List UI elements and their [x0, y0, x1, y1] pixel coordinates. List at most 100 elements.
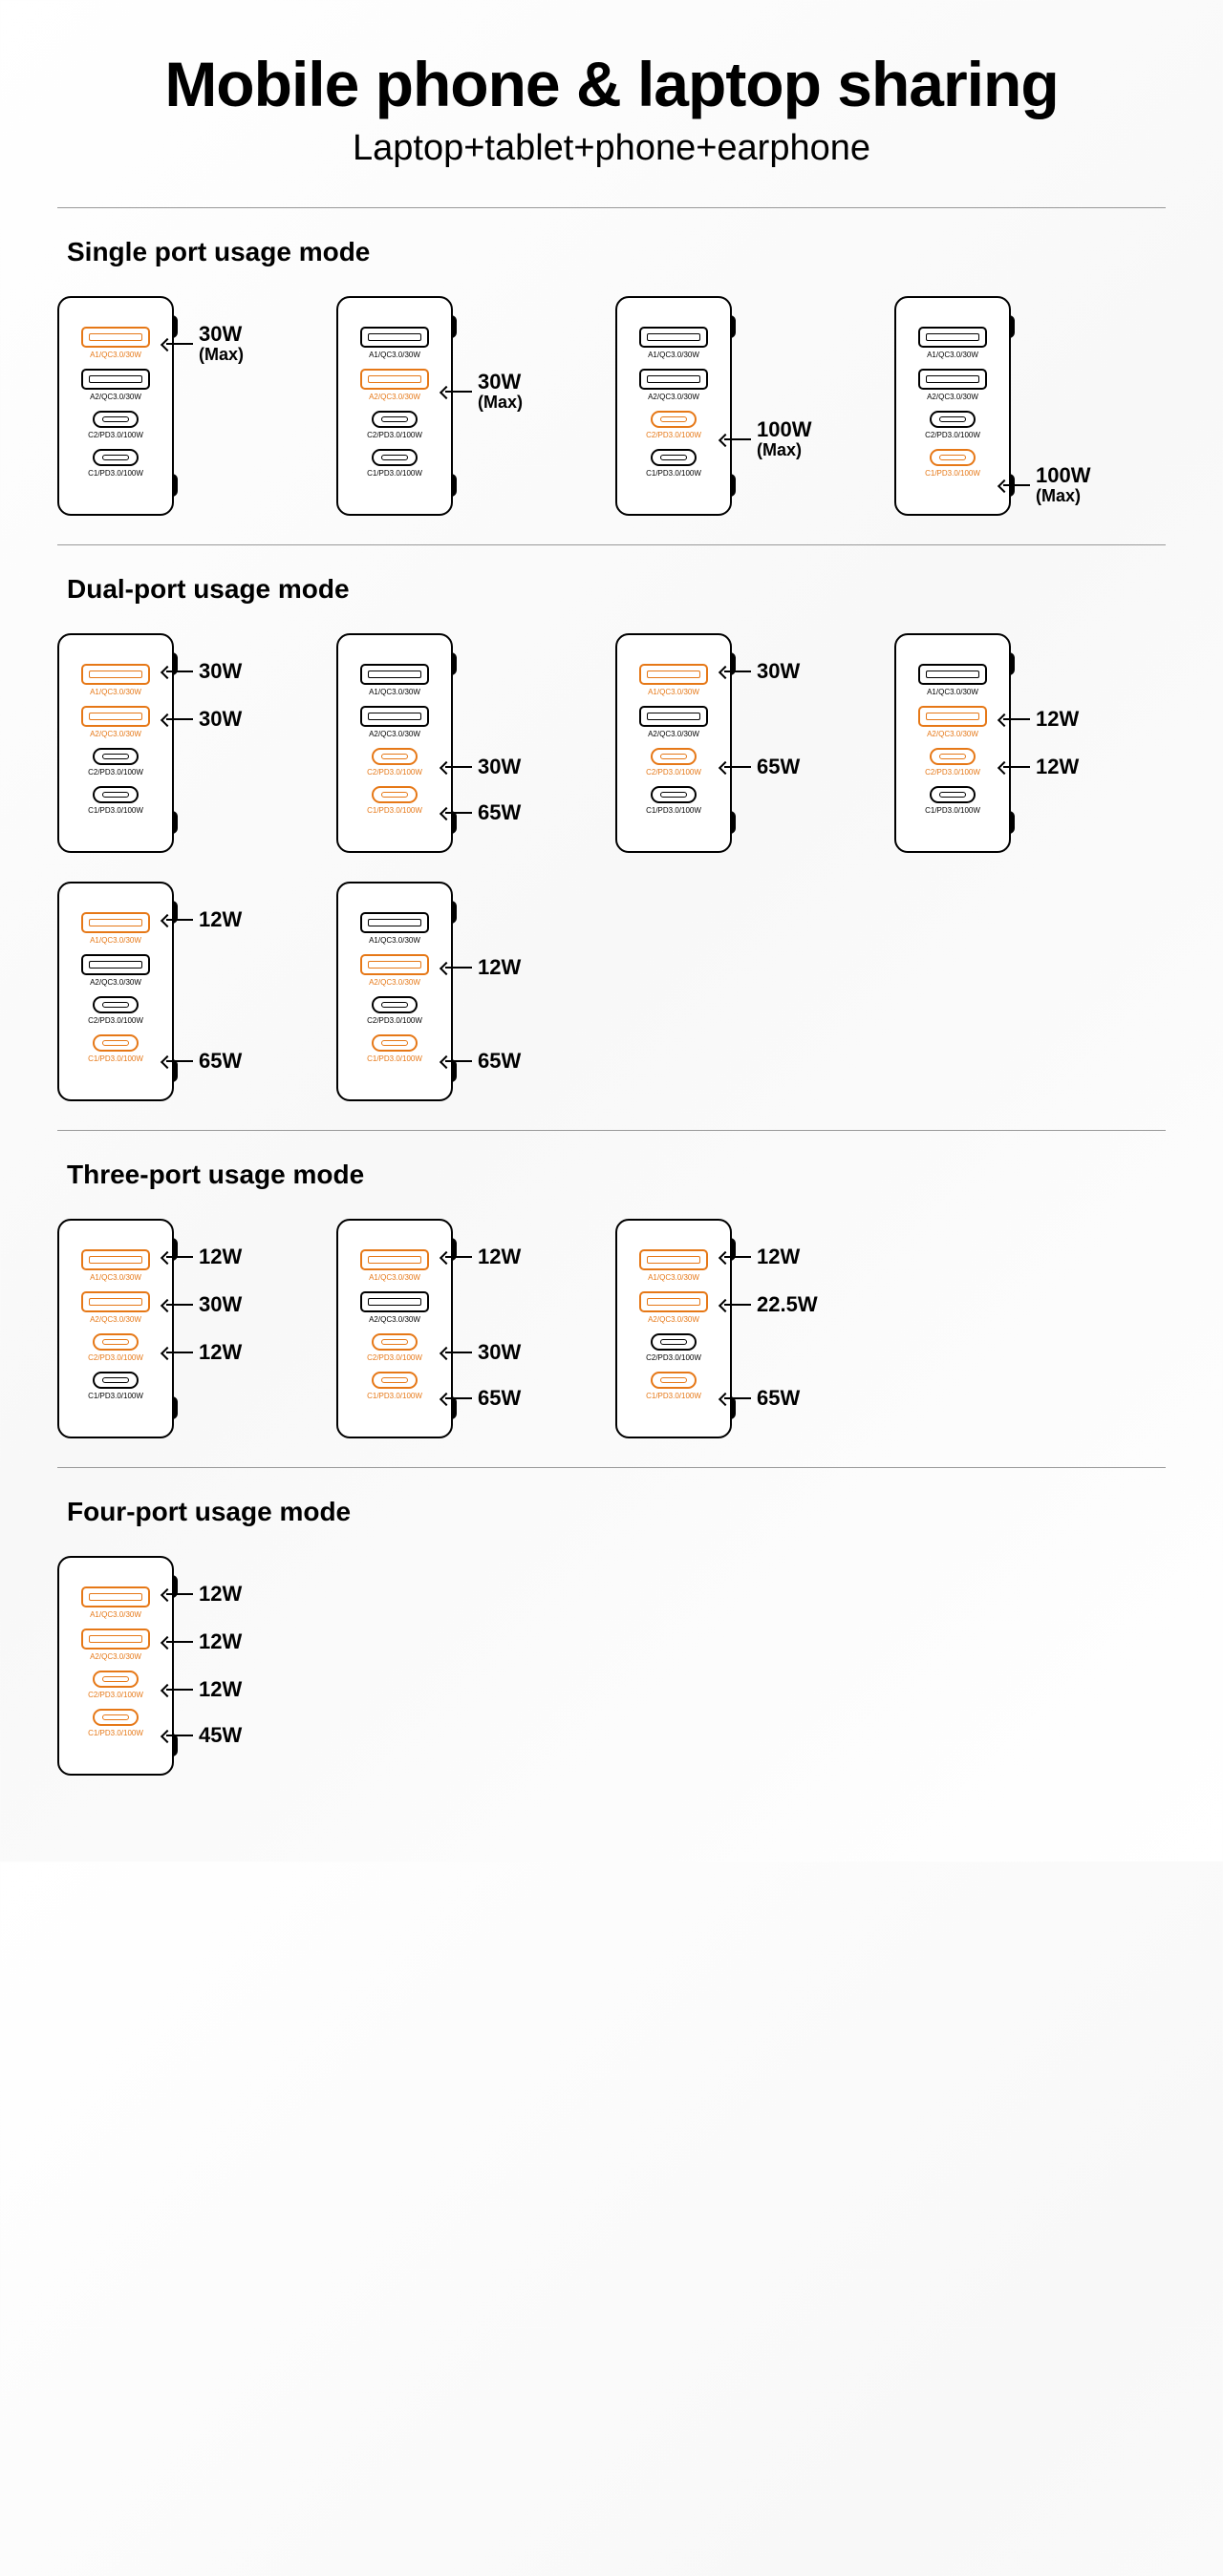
port-c2: C2/PD3.0/100W — [646, 1333, 701, 1362]
callout-a2: 12W — [1003, 708, 1079, 731]
port-c1: C1/PD3.0/100W — [367, 449, 422, 478]
charger-diagram: A1/QC3.0/30WA2/QC3.0/30WC2/PD3.0/100WC1/… — [57, 633, 174, 853]
port-c2: C2/PD3.0/100W — [367, 1333, 422, 1362]
charger-row: A1/QC3.0/30W A2/QC3.0/30W C2/PD3.0/100W C1/… — [57, 1556, 1166, 1776]
charger-unit: A1/QC3.0/30WA2/QC3.0/30WC2/PD3.0/100WC1/… — [336, 882, 577, 1101]
charger-diagram: A1/QC3.0/30WA2/QC3.0/30WC2/PD3.0/100WC1/… — [336, 1219, 453, 1438]
subtitle: Laptop+tablet+phone+earphone — [57, 128, 1166, 169]
callout-c2: 12W — [1003, 756, 1079, 778]
charger-unit: A1/QC3.0/30WA2/QC3.0/30WC2/PD3.0/100WC1/… — [57, 633, 298, 853]
port-c1: C1/PD3.0/100W — [367, 786, 422, 815]
charger-unit: A1/QC3.0/30WA2/QC3.0/30WC2/PD3.0/100WC1/… — [57, 296, 298, 516]
port-a2: A2/QC3.0/30W — [639, 369, 708, 401]
section-title: Dual-port usage mode — [67, 574, 1166, 605]
charger-row: A1/QC3.0/30W A2/QC3.0/30W C2/PD3.0/100W C1/… — [57, 296, 1166, 516]
callout-c1: 65W — [724, 1387, 800, 1410]
callout-c1: 65W — [166, 1050, 242, 1073]
charger-diagram: A1/QC3.0/30W A2/QC3.0/30W C2/PD3.0/100W C1/… — [57, 1556, 174, 1776]
callout-a1: 12W — [166, 1583, 242, 1606]
port-c1: C1/PD3.0/100W — [88, 1372, 143, 1400]
charger-row: A1/QC3.0/30WA2/QC3.0/30WC2/PD3.0/100WC1/… — [57, 882, 1166, 1101]
port-c2: C2/PD3.0/100W — [646, 411, 701, 439]
port-a2: A2/QC3.0/30W — [81, 369, 150, 401]
charger-diagram: A1/QC3.0/30WA2/QC3.0/30WC2/PD3.0/100WC1/… — [615, 1219, 732, 1438]
port-a2: A2/QC3.0/30W — [639, 706, 708, 738]
port-c1: C1/PD3.0/100W — [88, 1034, 143, 1063]
port-a1: A1/QC3.0/30W — [360, 664, 429, 696]
charger-diagram: A1/QC3.0/30W A2/QC3.0/30W C2/PD3.0/100W C1/… — [336, 633, 453, 853]
callout-a1: 30W — [166, 660, 242, 683]
charger-diagram: A1/QC3.0/30WA2/QC3.0/30WC2/PD3.0/100WC1/… — [57, 296, 174, 516]
port-a1: A1/QC3.0/30W — [918, 664, 987, 696]
port-c2: C2/PD3.0/100W — [925, 411, 980, 439]
port-c1: C1/PD3.0/100W — [88, 1709, 143, 1737]
port-a2: A2/QC3.0/30W — [81, 1291, 150, 1324]
port-c2: C2/PD3.0/100W — [367, 996, 422, 1025]
power-callouts: 12W30W65W — [453, 1219, 577, 1438]
charger-unit: A1/QC3.0/30W A2/QC3.0/30W C2/PD3.0/100W C1/… — [336, 633, 577, 853]
power-callouts: 30W65W — [453, 633, 577, 853]
section-divider — [57, 544, 1166, 545]
callout-a1: 12W — [724, 1245, 800, 1268]
port-a1: A1/QC3.0/30W — [81, 1249, 150, 1282]
charger-diagram: A1/QC3.0/30WA2/QC3.0/30WC2/PD3.0/100WC1/… — [894, 296, 1011, 516]
callout-a1: 30W(Max) — [166, 323, 244, 365]
charger-diagram: A1/QC3.0/30WA2/QC3.0/30WC2/PD3.0/100WC1/… — [57, 882, 174, 1101]
callout-c2: 100W(Max) — [724, 418, 811, 460]
port-a2: A2/QC3.0/30W — [360, 1291, 429, 1324]
port-c2: C2/PD3.0/100W — [88, 996, 143, 1025]
port-a1: A1/QC3.0/30W — [639, 664, 708, 696]
charger-diagram: A1/QC3.0/30WA2/QC3.0/30WC2/PD3.0/100WC1/… — [57, 1219, 174, 1438]
charger-unit: A1/QC3.0/30WA2/QC3.0/30WC2/PD3.0/100WC1/… — [57, 882, 298, 1101]
callout-c1: 65W — [445, 1050, 521, 1073]
port-a2: A2/QC3.0/30W — [81, 706, 150, 738]
port-c2: C2/PD3.0/100W — [646, 748, 701, 777]
charger-diagram: A1/QC3.0/30WA2/QC3.0/30WC2/PD3.0/100WC1/… — [336, 882, 453, 1101]
callout-a1: 12W — [445, 1245, 521, 1268]
port-c2: C2/PD3.0/100W — [88, 748, 143, 777]
power-callouts: 12W12W — [1011, 633, 1135, 853]
callout-a2: 30W — [166, 708, 242, 731]
callout-c1: 65W — [445, 1387, 521, 1410]
port-c1: C1/PD3.0/100W — [646, 449, 701, 478]
callout-a2: 22.5W — [724, 1293, 818, 1316]
power-callouts: 12W30W12W — [174, 1219, 298, 1438]
charger-row: A1/QC3.0/30W A2/QC3.0/30W C2/PD3.0/100W C1/… — [57, 1219, 1166, 1438]
port-c1: C1/PD3.0/100W — [367, 1034, 422, 1063]
main-title: Mobile phone & laptop sharing — [57, 48, 1166, 120]
callout-c2: 12W — [166, 1678, 242, 1701]
power-callouts: 30W65W — [732, 633, 856, 853]
callout-a2: 12W — [445, 956, 521, 979]
callout-c1: 100W(Max) — [1003, 464, 1090, 506]
section-title: Single port usage mode — [67, 237, 1166, 267]
port-c1: C1/PD3.0/100W — [925, 449, 980, 478]
charger-unit: A1/QC3.0/30WA2/QC3.0/30WC2/PD3.0/100WC1/… — [894, 633, 1135, 853]
port-a2: A2/QC3.0/30W — [918, 706, 987, 738]
callout-a2: 30W — [166, 1293, 242, 1316]
port-a2: A2/QC3.0/30W — [81, 1629, 150, 1661]
charger-unit: A1/QC3.0/30WA2/QC3.0/30WC2/PD3.0/100WC1/… — [57, 1219, 298, 1438]
power-callouts: 12W65W — [453, 882, 577, 1101]
port-a2: A2/QC3.0/30W — [360, 706, 429, 738]
power-callouts: 100W(Max) — [1011, 296, 1135, 516]
port-c2: C2/PD3.0/100W — [88, 1671, 143, 1699]
port-a2: A2/QC3.0/30W — [918, 369, 987, 401]
port-a1: A1/QC3.0/30W — [81, 327, 150, 359]
port-a2: A2/QC3.0/30W — [360, 369, 429, 401]
power-callouts: 30W(Max) — [174, 296, 298, 516]
port-a2: A2/QC3.0/30W — [81, 954, 150, 987]
port-c2: C2/PD3.0/100W — [367, 748, 422, 777]
section-title: Four-port usage mode — [67, 1497, 1166, 1527]
charger-diagram: A1/QC3.0/30WA2/QC3.0/30WC2/PD3.0/100WC1/… — [894, 633, 1011, 853]
callout-a1: 30W — [724, 660, 800, 683]
port-a1: A1/QC3.0/30W — [360, 327, 429, 359]
section-divider — [57, 1467, 1166, 1468]
power-callouts: 12W65W — [174, 882, 298, 1101]
charger-diagram: A1/QC3.0/30WA2/QC3.0/30WC2/PD3.0/100WC1/… — [615, 633, 732, 853]
section-title: Three-port usage mode — [67, 1160, 1166, 1190]
port-a1: A1/QC3.0/30W — [81, 1586, 150, 1619]
port-a1: A1/QC3.0/30W — [81, 664, 150, 696]
callout-a2: 12W — [166, 1630, 242, 1653]
port-c1: C1/PD3.0/100W — [88, 449, 143, 478]
charger-unit: A1/QC3.0/30WA2/QC3.0/30WC2/PD3.0/100WC1/… — [336, 1219, 577, 1438]
